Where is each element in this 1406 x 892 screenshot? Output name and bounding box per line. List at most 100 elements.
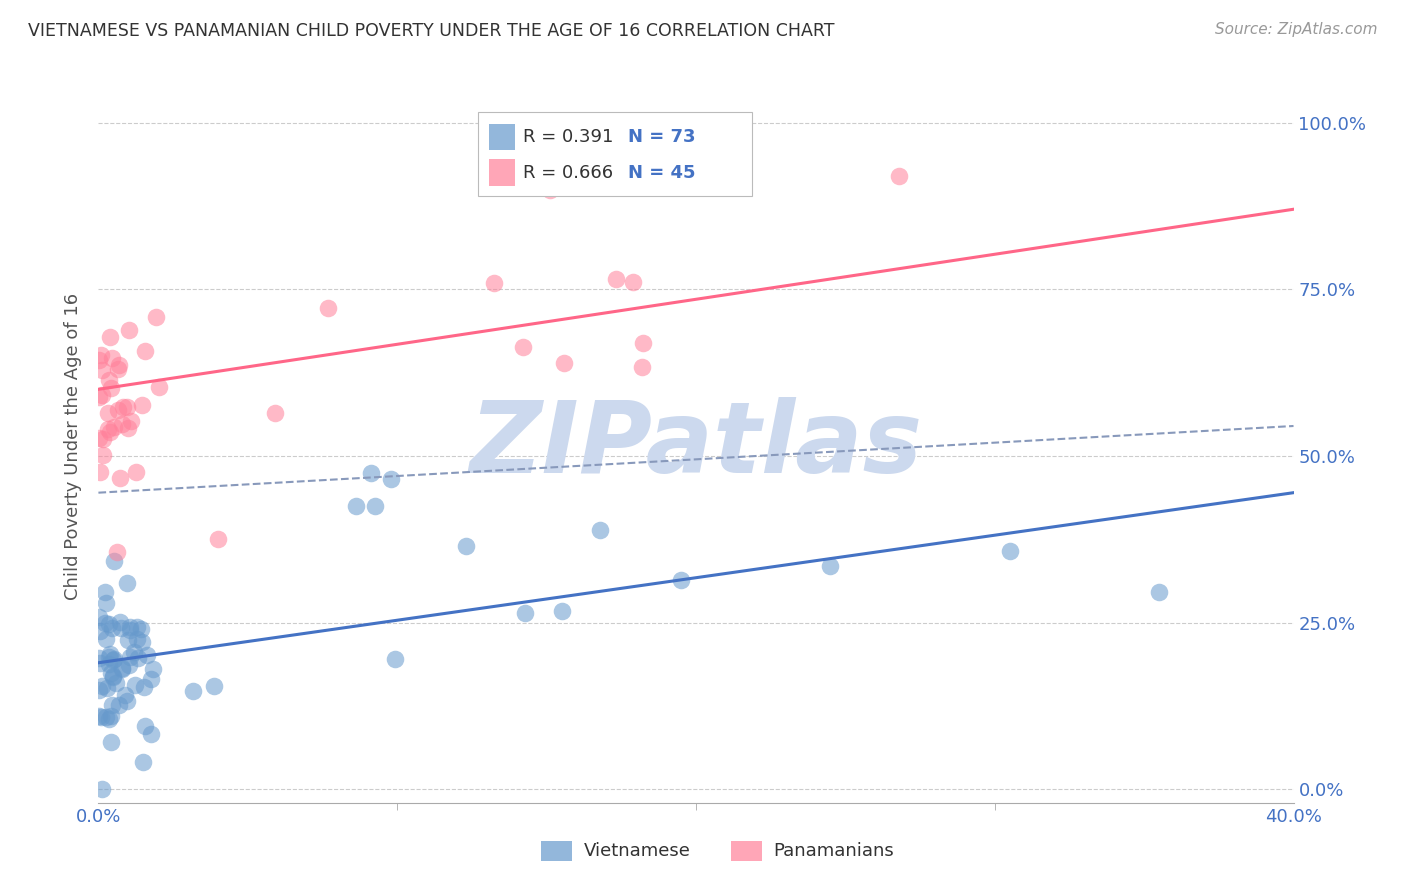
Point (94, 585, 117, 599)
Point (87, 431, 110, 445)
Point (101, 698, 124, 712)
Point (120, 414, 142, 428)
Point (134, 719, 156, 733)
Point (1147, 585, 1170, 599)
Point (117, 693, 139, 707)
Text: Source: ZipAtlas.com: Source: ZipAtlas.com (1215, 22, 1378, 37)
Point (889, 169, 911, 183)
Point (100, 709, 122, 723)
Point (94, 596, 117, 610)
Point (108, 471, 131, 485)
Point (117, 421, 139, 435)
Point (98, 650, 121, 665)
Point (87, 610, 110, 624)
Text: N = 45: N = 45 (628, 163, 696, 181)
Point (124, 678, 146, 692)
Point (89, 465, 111, 479)
Point (132, 756, 155, 770)
Point (482, 276, 505, 290)
Point (131, 399, 153, 413)
Point (134, 343, 156, 358)
Point (125, 465, 148, 479)
Point (145, 310, 167, 324)
Point (103, 652, 125, 666)
Point (820, 559, 842, 574)
Point (550, 604, 572, 618)
Point (89, 624, 111, 638)
Point (454, 539, 477, 553)
Point (129, 622, 152, 636)
Point (94, 615, 117, 630)
Point (538, 183, 561, 197)
Point (122, 645, 145, 659)
Point (91, 782, 114, 797)
Point (127, 650, 149, 665)
Point (202, 679, 225, 693)
Point (108, 358, 131, 372)
Point (631, 336, 654, 351)
Point (114, 689, 136, 703)
Point (120, 649, 142, 664)
Point (97, 422, 120, 436)
Point (118, 623, 141, 637)
Text: R = 0.391: R = 0.391 (523, 128, 631, 146)
Point (110, 661, 132, 675)
Point (97, 713, 120, 727)
Text: VIETNAMESE VS PANAMANIAN CHILD POVERTY UNDER THE AGE OF 16 CORRELATION CHART: VIETNAMESE VS PANAMANIAN CHILD POVERTY U… (28, 22, 835, 40)
Point (98, 329, 121, 343)
Point (108, 615, 131, 630)
Point (630, 359, 652, 374)
Point (107, 545, 129, 559)
Point (118, 657, 141, 672)
Point (89, 709, 111, 723)
Point (207, 532, 229, 546)
Point (89, 651, 111, 665)
Point (97, 657, 120, 671)
Point (96, 681, 118, 695)
Point (142, 662, 165, 676)
Point (90, 348, 112, 362)
Point (107, 361, 129, 376)
Point (669, 574, 692, 588)
Point (98, 425, 121, 439)
Point (344, 499, 367, 513)
Point (111, 661, 134, 675)
Point (131, 635, 153, 649)
Point (103, 420, 125, 434)
Text: ZIPatlas: ZIPatlas (470, 398, 922, 494)
Point (90, 388, 112, 402)
Point (118, 620, 141, 634)
Point (135, 648, 157, 663)
Point (89, 682, 111, 697)
Point (100, 647, 122, 661)
Point (108, 698, 131, 712)
Point (103, 653, 125, 667)
Point (111, 417, 134, 432)
Point (117, 633, 139, 648)
Point (93, 449, 115, 463)
Point (101, 351, 124, 365)
Point (90, 363, 112, 377)
Point (100, 666, 122, 681)
Y-axis label: Child Poverty Under the Age of 16: Child Poverty Under the Age of 16 (65, 293, 83, 599)
Point (101, 670, 124, 684)
Point (100, 381, 122, 395)
Point (316, 301, 339, 315)
Point (364, 499, 387, 513)
Point (589, 523, 612, 537)
Text: N = 73: N = 73 (628, 128, 696, 146)
Point (94, 632, 117, 646)
Point (621, 276, 644, 290)
Point (101, 621, 124, 635)
Point (998, 544, 1021, 558)
Point (87, 353, 110, 368)
Point (89, 656, 111, 670)
Point (97, 406, 120, 420)
Point (384, 652, 406, 666)
Point (98, 373, 121, 387)
Point (181, 683, 204, 698)
Point (118, 323, 141, 337)
Text: Panamanians: Panamanians (773, 842, 894, 860)
Point (360, 466, 382, 480)
Point (115, 576, 138, 591)
